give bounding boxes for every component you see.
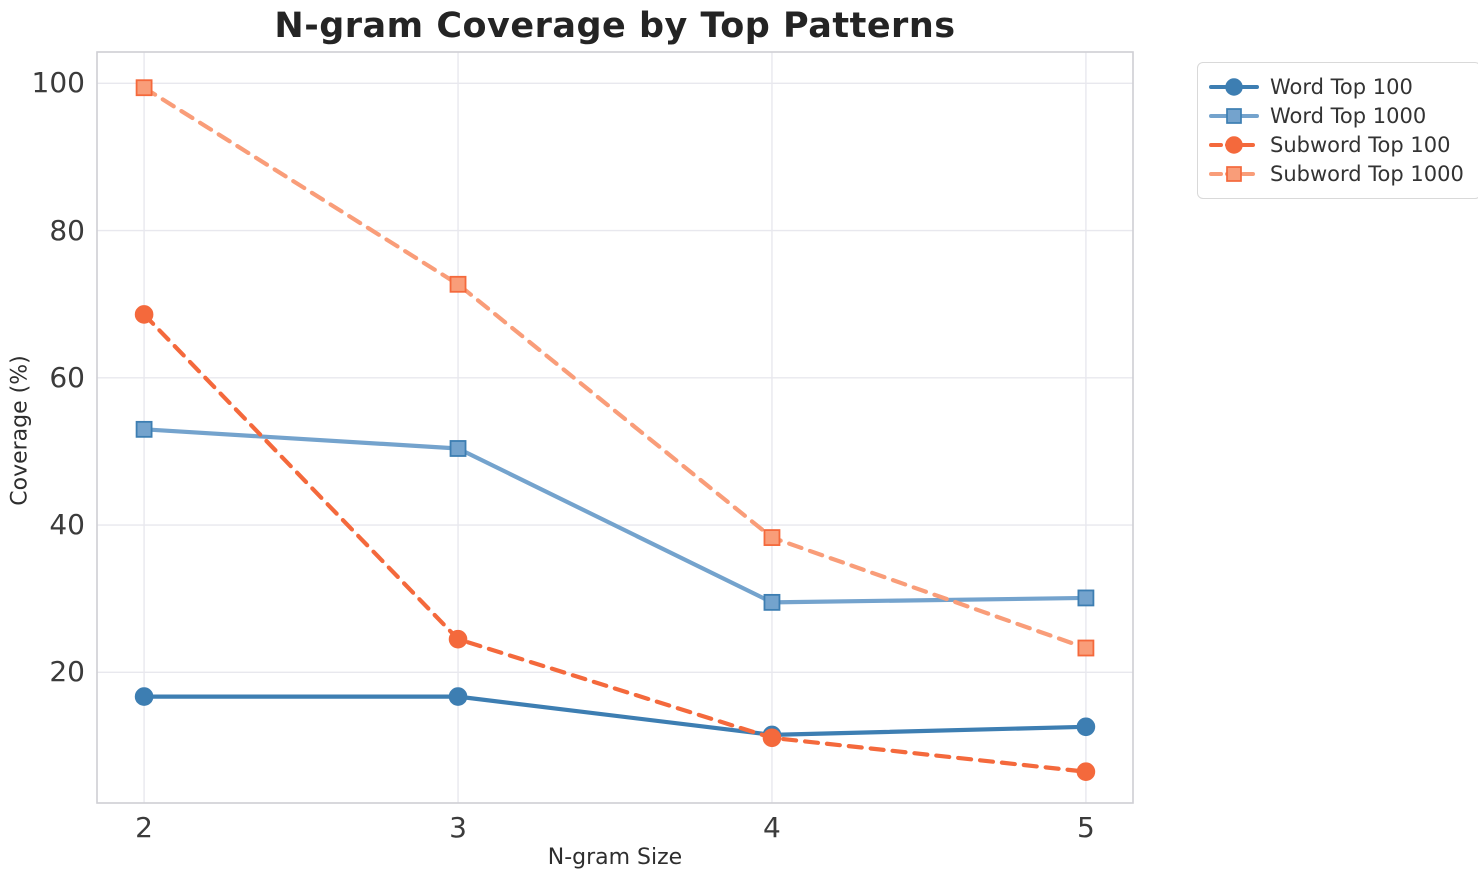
legend-item-word-top-1000: Word Top 1000 [1209, 101, 1464, 130]
marker-subword-top-100-x2 [134, 305, 154, 324]
legend-item-subword-top-100: Subword Top 100 [1209, 130, 1464, 159]
legend-item-label: Subword Top 100 [1270, 132, 1451, 157]
marker-word-top-1000-x3 [449, 440, 467, 457]
series-line-subword-top-1000 [141, 85, 1089, 651]
series-line-word-top-100 [141, 694, 1089, 737]
x-axis-label: N-gram Size [547, 845, 683, 870]
legend-item-label: Word Top 100 [1270, 74, 1413, 99]
legend-item-label: Word Top 1000 [1270, 103, 1427, 128]
legend-marker-square-icon [1226, 165, 1242, 182]
legend-item-word-top-100: Word Top 100 [1209, 72, 1464, 101]
legend-sample-subword-top-100 [1209, 135, 1259, 154]
legend-sample-word-top-1000 [1209, 107, 1259, 124]
y-tick-label-20: 20 [49, 655, 85, 689]
legend-marker-circle-icon [1225, 77, 1243, 96]
marker-subword-top-100-x4 [762, 728, 782, 748]
marker-subword-top-1000-x4 [763, 529, 781, 546]
marker-word-top-1000-x4 [763, 593, 781, 611]
marker-word-top-1000-x2 [135, 420, 153, 438]
legend-item-label: Subword Top 1000 [1270, 161, 1464, 186]
chart-title: N-gram Coverage by Top Patterns [274, 6, 956, 46]
series-line-word-top-1000 [141, 427, 1089, 605]
y-tick-label-100: 100 [31, 66, 85, 100]
y-tick-label-80: 80 [49, 213, 85, 247]
x-tick-label-3: 3 [449, 811, 467, 844]
marker-subword-top-100-x5 [1076, 762, 1096, 782]
y-tick-label-40: 40 [49, 508, 85, 542]
legend-item-subword-top-1000: Subword Top 1000 [1209, 159, 1464, 188]
plot-border [96, 51, 1134, 804]
legend-sample-subword-top-1000 [1209, 165, 1259, 182]
x-tick-label-2: 2 [135, 811, 153, 844]
marker-subword-top-1000-x5 [1077, 639, 1095, 657]
marker-subword-top-1000-x3 [449, 275, 467, 293]
x-tick-label-4: 4 [763, 811, 781, 844]
marker-word-top-100-x3 [448, 687, 468, 706]
legend-marker-square-icon [1226, 107, 1242, 124]
y-tick-label-60: 60 [49, 360, 85, 394]
x-tick-label-5: 5 [1076, 811, 1095, 844]
series-line-subword-top-100 [141, 312, 1089, 774]
marker-word-top-100-x5 [1076, 717, 1096, 737]
y-axis-label: Coverage (%) [7, 355, 33, 506]
legend-marker-circle-icon [1225, 135, 1243, 154]
marker-subword-top-100-x3 [448, 629, 468, 649]
marker-word-top-1000-x5 [1077, 589, 1095, 607]
marker-word-top-100-x2 [134, 687, 154, 706]
marker-subword-top-1000-x2 [135, 79, 153, 97]
legend: Word Top 100 Word Top 1000 Subword Top 100… [1197, 62, 1478, 199]
legend-sample-word-top-100 [1209, 77, 1259, 96]
